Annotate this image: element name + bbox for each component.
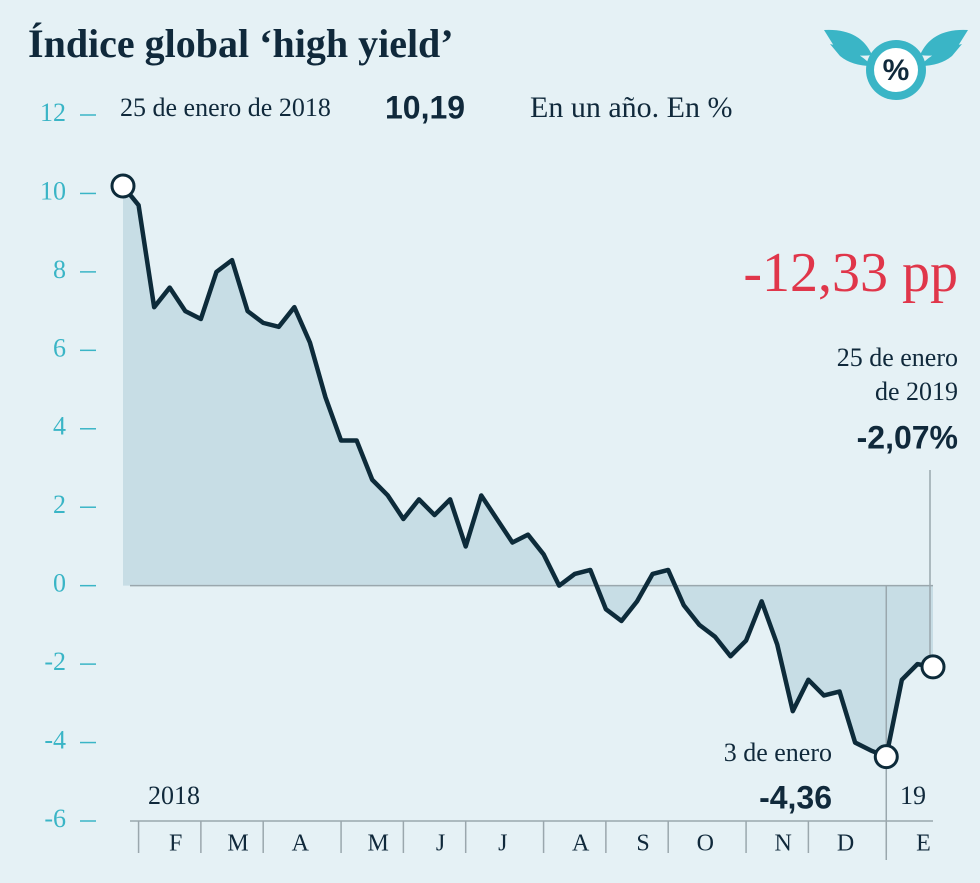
x-tick-label: M bbox=[227, 831, 248, 857]
x-tick-label: O bbox=[697, 831, 714, 857]
x-tick-label: D bbox=[837, 831, 854, 857]
end-date: de 2019 bbox=[875, 377, 958, 406]
y-tick-label: -6 bbox=[44, 804, 66, 833]
x-tick-label: J bbox=[498, 831, 507, 857]
value-label: 10,19 bbox=[385, 89, 465, 125]
y-tick-label: 12 bbox=[40, 98, 66, 127]
y-tick-label: 10 bbox=[40, 176, 66, 205]
y-tick-label: -2 bbox=[44, 647, 66, 676]
subtitle: En un año. En % bbox=[530, 91, 732, 124]
logo-inner bbox=[874, 48, 918, 92]
logo: % bbox=[824, 29, 968, 100]
point bbox=[873, 744, 899, 770]
y-tick-label: -4 bbox=[44, 726, 66, 755]
year-label: 2018 bbox=[148, 781, 200, 810]
x-tick-label: N bbox=[775, 831, 792, 857]
y-tick-label: 8 bbox=[53, 255, 66, 284]
start-date: 25 de enero de 2018 bbox=[120, 93, 331, 122]
value-label: -2,07% bbox=[857, 419, 958, 455]
x-tick-label: M bbox=[368, 831, 389, 857]
point bbox=[110, 173, 136, 199]
end-date: 25 de enero bbox=[837, 343, 958, 372]
logo-wing bbox=[824, 29, 872, 66]
change-label: -12,33 pp bbox=[743, 242, 958, 304]
value-label: -4,36 bbox=[759, 779, 832, 815]
area bbox=[123, 185, 933, 757]
point bbox=[920, 654, 946, 680]
chart-title: Índice global ‘high yield’ bbox=[28, 21, 454, 66]
x-tick-label: S bbox=[636, 831, 649, 857]
x-tick-label: A bbox=[572, 831, 590, 857]
y-tick-label: 2 bbox=[53, 490, 66, 519]
x-tick-label: E bbox=[916, 831, 931, 857]
x-tick-label: J bbox=[436, 831, 445, 857]
x-tick-label: F bbox=[169, 831, 182, 857]
y-tick-label: 4 bbox=[53, 412, 66, 441]
min-date: 3 de enero bbox=[724, 738, 832, 767]
logo-text: % bbox=[883, 54, 910, 87]
y-tick-label: 6 bbox=[53, 333, 66, 362]
x-tick-label: A bbox=[292, 831, 310, 857]
logo-wing bbox=[920, 29, 968, 66]
y-tick-label: 0 bbox=[53, 569, 66, 598]
line bbox=[121, 184, 934, 759]
year-label: 19 bbox=[900, 781, 926, 810]
